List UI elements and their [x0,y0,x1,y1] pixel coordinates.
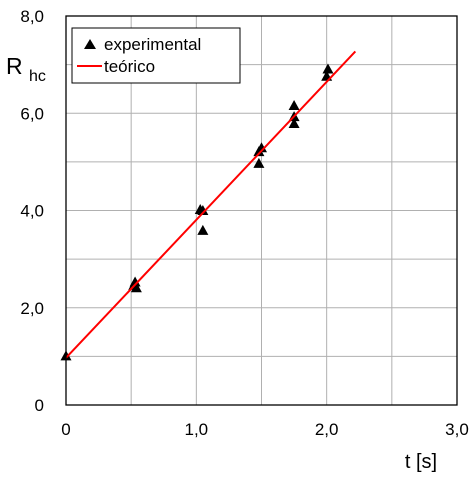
data-point-experimental-5 [197,204,209,215]
y-axis-title-main: R [6,53,23,79]
data-point-experimental-13 [322,63,334,74]
y-axis-title-subscript: hc [29,68,46,85]
x-axis-title: t [s] [405,451,437,473]
data-point-experimental-10 [288,99,300,110]
x-tick-label-0: 0 [61,420,70,439]
series-layer [60,50,357,361]
x-tick-label-1: 1,0 [185,420,209,439]
x-tick-label-3: 3,0 [445,420,469,439]
y-tick-label-2: 4,0 [20,202,44,221]
y-tick-label-4: 8,0 [20,7,44,26]
legend-label-teorico: teórico [104,57,155,76]
data-point-experimental-6 [197,224,209,235]
theoretical-line [65,50,357,359]
data-point-experimental-12 [288,117,300,128]
x-tick-label-2: 2,0 [315,420,339,439]
legend-box [71,27,241,84]
y-tick-label-1: 2,0 [20,299,44,318]
plot-area-frame [65,15,458,406]
y-axis-title: R hc [6,53,46,85]
tick-labels: 0 1,0 2,0 3,0 0 2,0 4,0 6,0 8,0 [20,7,468,439]
legend: experimental teórico [71,27,241,84]
y-tick-label-0: 0 [35,396,44,415]
data-point-experimental-2 [129,276,141,287]
legend-marker-experimental [84,39,96,49]
data-point-experimental-8 [256,142,267,153]
y-tick-label-3: 6,0 [20,104,44,123]
data-point-experimental-3 [130,282,142,293]
data-point-experimental-9 [253,157,265,168]
legend-label-experimental: experimental [104,35,201,54]
